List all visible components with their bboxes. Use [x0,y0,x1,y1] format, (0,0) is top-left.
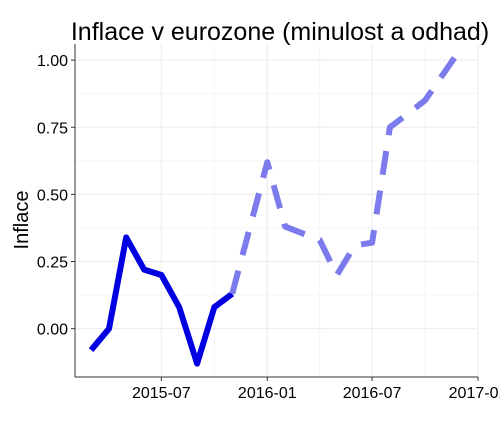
history-line [88,234,234,367]
y-tick-label: 0.00 [37,322,68,339]
y-tick-label: 0.75 [37,120,68,137]
forecast-line [229,47,463,295]
x-tick-label: 2017-01 [449,385,500,402]
x-tick-label: 2015-07 [132,385,191,402]
y-tick-label: 1.00 [37,53,68,70]
chart-title: Inflace v eurozone (minulost a odhad) [71,18,489,46]
x-tick-label: 2016-07 [343,385,402,402]
y-axis-label: Inflace [11,191,33,250]
x-tick-label: 2016-01 [238,385,297,402]
plot-area: 0.00 0.25 0.50 0.75 1.00 2015-07 2016-01 2016-0… [37,44,500,402]
y-tick-label: 0.50 [37,187,68,204]
y-tick-label: 0.25 [37,255,68,272]
